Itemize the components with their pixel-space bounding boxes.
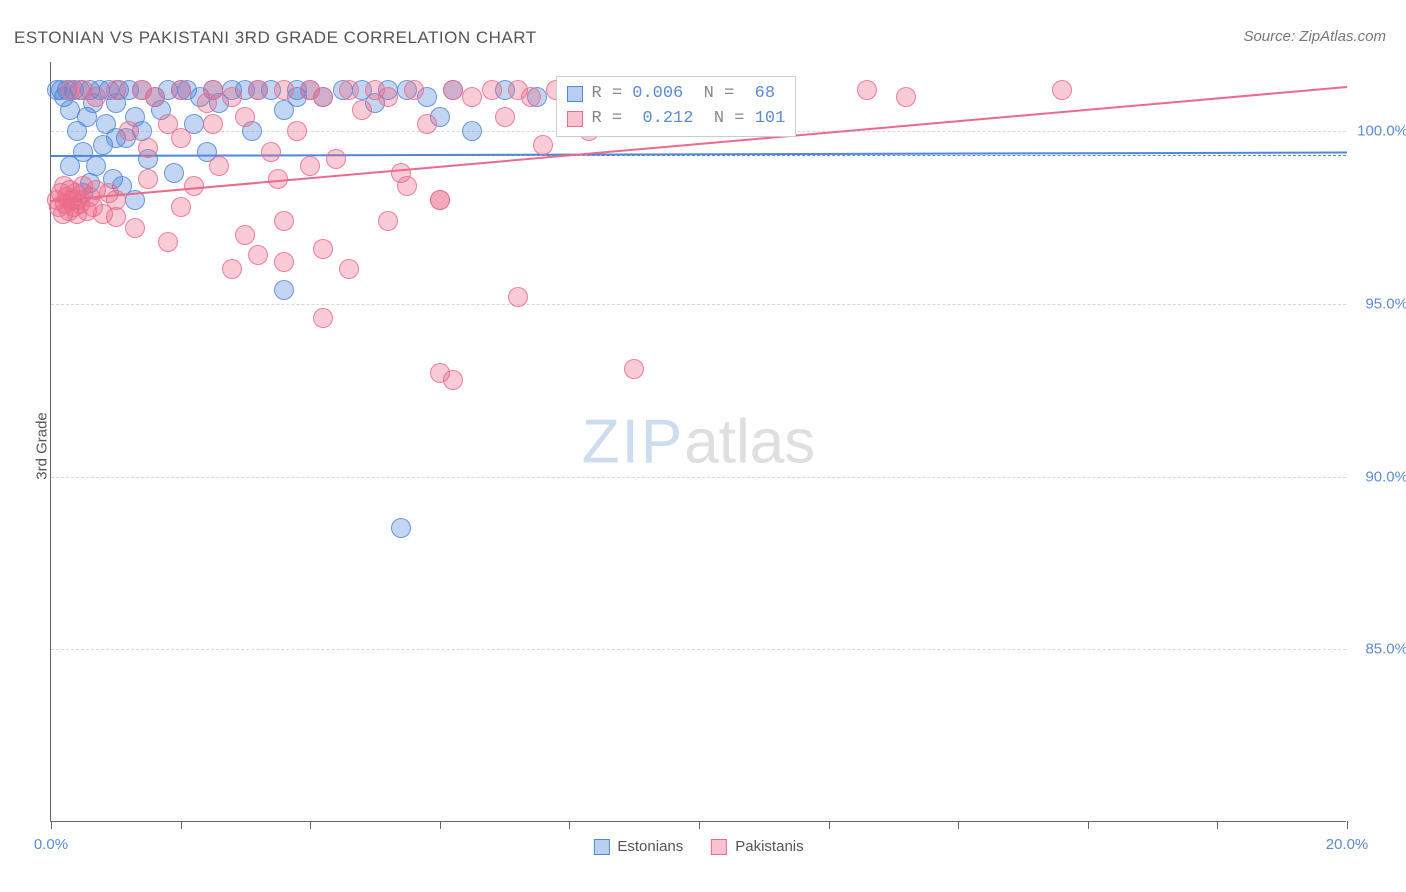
data-point-pakistanis	[482, 80, 502, 100]
data-point-pakistanis	[274, 211, 294, 231]
data-point-pakistanis	[313, 239, 333, 259]
data-point-pakistanis	[248, 80, 268, 100]
data-point-pakistanis	[261, 142, 281, 162]
data-point-pakistanis	[313, 87, 333, 107]
legend-swatch	[567, 111, 583, 127]
watermark-right: atlas	[684, 407, 815, 476]
x-tick	[440, 821, 441, 829]
data-point-pakistanis	[235, 107, 255, 127]
data-point-pakistanis	[274, 80, 294, 100]
x-tick	[958, 821, 959, 829]
legend-swatch	[567, 86, 583, 102]
data-point-pakistanis	[138, 169, 158, 189]
data-point-pakistanis	[326, 149, 346, 169]
gridline-h	[51, 649, 1346, 650]
data-point-pakistanis	[203, 80, 223, 100]
chart-title: ESTONIAN VS PAKISTANI 3RD GRADE CORRELAT…	[14, 28, 537, 48]
y-tick-label: 100.0%	[1357, 123, 1406, 140]
data-point-estonians	[274, 280, 294, 300]
gridline-h	[51, 304, 1346, 305]
y-axis-label: 3rd Grade	[33, 412, 50, 480]
data-point-pakistanis	[352, 100, 372, 120]
plot-area: ZIPatlas EstoniansPakistanis 85.0%90.0%9…	[50, 62, 1346, 822]
data-point-pakistanis	[171, 197, 191, 217]
data-point-pakistanis	[125, 218, 145, 238]
x-tick	[1217, 821, 1218, 829]
data-point-estonians	[391, 518, 411, 538]
source-label: Source: ZipAtlas.com	[1243, 28, 1386, 45]
data-point-pakistanis	[339, 80, 359, 100]
data-point-pakistanis	[274, 252, 294, 272]
data-point-pakistanis	[203, 114, 223, 134]
x-tick	[51, 821, 52, 829]
data-point-estonians	[462, 121, 482, 141]
data-point-pakistanis	[209, 156, 229, 176]
gridline-h	[51, 477, 1346, 478]
data-point-pakistanis	[171, 80, 191, 100]
x-tick	[1347, 821, 1348, 829]
data-point-pakistanis	[222, 259, 242, 279]
x-tick-label: 0.0%	[34, 836, 68, 853]
x-tick	[1088, 821, 1089, 829]
data-point-pakistanis	[339, 259, 359, 279]
data-point-pakistanis	[313, 308, 333, 328]
x-tick	[181, 821, 182, 829]
y-tick-label: 95.0%	[1365, 295, 1406, 312]
data-point-pakistanis	[397, 176, 417, 196]
legend-item: Pakistanis	[711, 838, 803, 855]
legend-stats-text: R = 0.006 N = 68	[591, 81, 775, 107]
x-tick	[569, 821, 570, 829]
data-point-pakistanis	[430, 190, 450, 210]
data-point-estonians	[60, 156, 80, 176]
y-tick-label: 90.0%	[1365, 468, 1406, 485]
data-point-pakistanis	[248, 245, 268, 265]
legend-swatch	[711, 839, 727, 855]
data-point-pakistanis	[533, 135, 553, 155]
data-point-pakistanis	[158, 232, 178, 252]
data-point-pakistanis	[378, 211, 398, 231]
legend-label: Estonians	[617, 838, 683, 855]
data-point-pakistanis	[624, 359, 644, 379]
legend-stats-text: R = 0.212 N = 101	[591, 106, 785, 132]
x-tick	[310, 821, 311, 829]
data-point-pakistanis	[462, 87, 482, 107]
data-point-pakistanis	[1052, 80, 1072, 100]
data-point-pakistanis	[106, 207, 126, 227]
data-point-pakistanis	[508, 287, 528, 307]
data-point-pakistanis	[222, 87, 242, 107]
legend-stats: R = 0.006 N = 68R = 0.212 N = 101	[556, 76, 796, 137]
data-point-pakistanis	[443, 370, 463, 390]
data-point-pakistanis	[417, 114, 437, 134]
x-tick	[699, 821, 700, 829]
data-point-pakistanis	[495, 107, 515, 127]
y-tick-label: 85.0%	[1365, 641, 1406, 658]
x-tick	[829, 821, 830, 829]
legend-label: Pakistanis	[735, 838, 803, 855]
data-point-pakistanis	[378, 87, 398, 107]
data-point-estonians	[164, 163, 184, 183]
data-point-pakistanis	[300, 156, 320, 176]
data-point-pakistanis	[443, 80, 463, 100]
data-point-pakistanis	[404, 80, 424, 100]
data-point-pakistanis	[106, 80, 126, 100]
data-point-pakistanis	[138, 138, 158, 158]
data-point-pakistanis	[287, 121, 307, 141]
data-point-pakistanis	[235, 225, 255, 245]
legend-item: Estonians	[593, 838, 683, 855]
data-point-pakistanis	[896, 87, 916, 107]
legend-bottom: Estonians Pakistanis	[593, 838, 803, 855]
x-tick-label: 20.0%	[1326, 836, 1369, 853]
data-point-pakistanis	[521, 87, 541, 107]
data-point-pakistanis	[171, 128, 191, 148]
legend-stats-row: R = 0.006 N = 68	[567, 81, 785, 107]
legend-swatch	[593, 839, 609, 855]
watermark: ZIPatlas	[582, 406, 815, 477]
watermark-left: ZIP	[582, 407, 684, 476]
data-point-pakistanis	[119, 121, 139, 141]
data-point-pakistanis	[86, 87, 106, 107]
data-point-pakistanis	[145, 87, 165, 107]
legend-stats-row: R = 0.212 N = 101	[567, 106, 785, 132]
data-point-pakistanis	[857, 80, 877, 100]
